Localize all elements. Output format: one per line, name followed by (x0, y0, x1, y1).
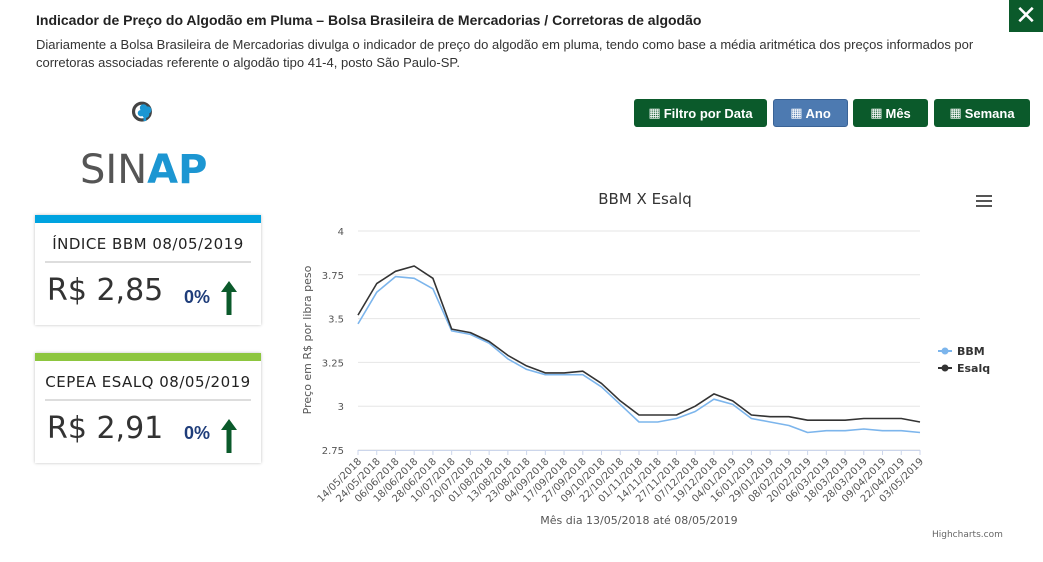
x-tick-label: 23/08/2018 (484, 456, 533, 505)
filter-week-label: Semana (964, 105, 1015, 121)
calendar-icon: ▦ (949, 105, 962, 120)
x-tick-label: 04/01/2019 (690, 456, 739, 505)
filter-date-button[interactable]: ▦ Filtro por Data (634, 99, 767, 127)
x-tick-label: 09/04/2019 (840, 456, 889, 505)
filter-year-label: Ano (805, 105, 831, 121)
y-tick-label: 4 (338, 227, 344, 238)
y-tick-label: 2.75 (322, 446, 344, 457)
logo-ap: AP (147, 147, 208, 193)
filter-date-label: Filtro por Data (663, 105, 753, 121)
x-tick-label: 27/11/2018 (634, 456, 683, 505)
x-tick-label: 06/03/2019 (784, 456, 833, 505)
y-tick-label: 3.75 (322, 271, 344, 282)
x-tick-label: 22/10/2018 (578, 456, 627, 505)
x-tick-label: 04/09/2018 (503, 456, 552, 505)
card-change: 0% (184, 423, 211, 443)
x-tick-label: 09/10/2018 (559, 456, 608, 505)
x-tick-label: 14/05/2018 (316, 456, 365, 505)
x-tick-label: 01/11/2018 (597, 456, 646, 505)
chart-title: BBM X Esalq (598, 190, 692, 208)
up-arrow-icon (221, 419, 237, 453)
chart-credit[interactable]: Highcharts.com (932, 530, 1003, 540)
legend-symbol-marker (941, 364, 949, 372)
x-tick-label: 14/11/2018 (615, 456, 664, 505)
logo-sin: SIN (80, 147, 148, 193)
page-title: Indicador de Preço do Algodão em Pluma –… (36, 12, 702, 28)
x-tick-label: 10/07/2018 (409, 456, 458, 505)
card-change: 0% (184, 287, 211, 307)
x-tick-label: 20/07/2018 (428, 456, 477, 505)
filter-month-label: Mês (885, 105, 911, 121)
card-title: CEPEA ESALQ 08/05/2019 (45, 373, 251, 401)
x-tick-label: 24/05/2018 (334, 456, 383, 505)
legend-item-bbm: BBM (957, 345, 985, 358)
x-tick-label: 08/02/2019 (746, 456, 795, 505)
page-description: Diariamente a Bolsa Brasileira de Mercad… (36, 37, 974, 70)
filter-week-button[interactable]: ▦ Semana (934, 99, 1030, 127)
x-tick-label: 19/12/2018 (672, 456, 721, 505)
bbm-index-card: ÍNDICE BBM 08/05/2019 R$ 2,85 0% (35, 215, 261, 325)
filter-year-button[interactable]: ▦ Ano (773, 99, 848, 127)
series-line-esalq (357, 265, 921, 423)
card-title: ÍNDICE BBM 08/05/2019 (45, 235, 251, 263)
legend-symbol-marker (941, 347, 949, 355)
card-accent-bar (35, 215, 261, 223)
x-axis-title: Mês dia 13/05/2018 até 08/05/2019 (540, 514, 737, 527)
x-tick-label: 22/04/2019 (859, 456, 908, 505)
x-tick-label: 29/01/2019 (728, 456, 777, 505)
y-tick-label: 3.25 (322, 358, 344, 369)
sinap-logo (131, 101, 152, 122)
calendar-icon: ▦ (870, 105, 883, 120)
x-tick-label: 17/09/2018 (522, 456, 571, 505)
x-tick-label: 18/03/2019 (803, 456, 852, 505)
logo-wordmark: SINAP (80, 148, 207, 192)
x-tick-label: 28/03/2019 (821, 456, 870, 505)
series-line-bbm (357, 275, 921, 434)
filter-month-button[interactable]: ▦ Mês (853, 99, 928, 127)
x-tick-label: 28/06/2018 (391, 456, 440, 505)
card-value: R$ 2,91 (47, 411, 164, 446)
x-tick-label: 18/06/2018 (372, 456, 421, 505)
chart-menu-icon[interactable] (976, 195, 992, 209)
x-tick-label: 01/08/2018 (447, 456, 496, 505)
x-tick-label: 13/08/2018 (465, 456, 514, 505)
calendar-icon: ▦ (790, 105, 803, 120)
x-tick-label: 16/01/2019 (709, 456, 758, 505)
close-button[interactable]: ✕ (1009, 0, 1043, 32)
x-tick-label: 07/12/2018 (653, 456, 702, 505)
up-arrow-icon (221, 281, 237, 315)
card-accent-bar (35, 353, 261, 361)
calendar-icon: ▦ (648, 105, 661, 120)
x-tick-label: 27/09/2018 (540, 456, 589, 505)
x-tick-label: 20/02/2019 (765, 456, 814, 505)
x-tick-label: 06/06/2018 (353, 456, 402, 505)
y-tick-label: 3 (338, 402, 344, 413)
card-value: R$ 2,85 (47, 273, 164, 308)
esalq-index-card: CEPEA ESALQ 08/05/2019 R$ 2,91 0% (35, 353, 261, 463)
y-tick-label: 3.5 (328, 315, 344, 326)
y-axis-title: Preço em R$ por libra peso (301, 265, 314, 414)
legend-item-esalq: Esalq (957, 362, 990, 375)
x-tick-label: 03/05/2019 (878, 456, 927, 505)
